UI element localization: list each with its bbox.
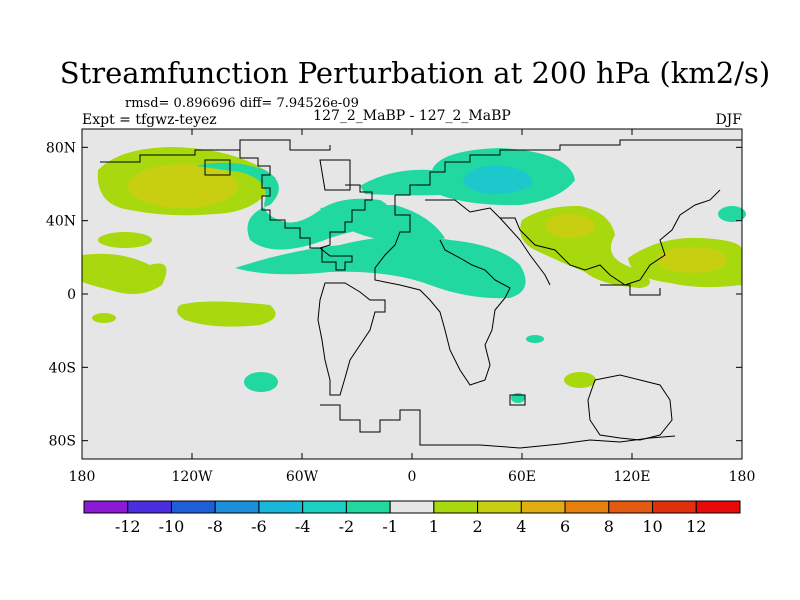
colorbar-swatch — [564, 500, 610, 514]
colorbar-label: 10 — [642, 517, 662, 536]
y-tick-label: 40N — [46, 214, 76, 230]
colorbar-label: -12 — [115, 517, 141, 536]
field-namerica — [196, 162, 392, 250]
coast-eurasia-north — [395, 139, 743, 196]
field-cpac — [98, 232, 152, 248]
colorbar-swatch — [258, 500, 304, 514]
colorbar-swatch — [214, 500, 260, 514]
field-sindian — [564, 372, 596, 388]
map-area: 180 120W 60W 0 60E 120E 180 80N 40N 0 40S 80S — [46, 128, 756, 485]
y-tick-label: 80S — [49, 434, 76, 450]
x-tick-label: 180 — [69, 469, 96, 485]
y-tick-label: 40S — [49, 360, 76, 376]
y-tick-label: 0 — [67, 287, 76, 303]
colorbar-label: 4 — [516, 517, 526, 536]
y-tick-label: 80N — [46, 140, 76, 156]
colorbar-label: 12 — [686, 517, 706, 536]
colorbar-swatch — [345, 500, 391, 514]
coast-namerica — [100, 149, 373, 271]
colorbar-swatch — [477, 500, 522, 514]
coast-arabia — [499, 217, 551, 286]
coast-arctic — [239, 139, 331, 151]
x-tick-label: 120W — [171, 469, 213, 485]
field-siberia-inner — [463, 165, 533, 195]
colorbar-label: -1 — [382, 517, 398, 536]
stats-label: rmsd= 0.896696 diff= 7.94526e-09 — [125, 96, 359, 111]
y-axis: 80N 40N 0 40S 80S — [46, 140, 742, 450]
colorbar-label: 1 — [429, 517, 439, 536]
comparison-label: 127_2_MaBP - 127_2_MaBP — [313, 108, 511, 124]
field-wpac-inner — [657, 247, 727, 273]
colorbar-swatch — [170, 500, 216, 514]
colorbar-swatch — [302, 500, 347, 514]
coast-hudson — [204, 159, 231, 176]
field-satl — [244, 372, 278, 392]
coast-asia-south — [425, 189, 721, 286]
colorbar-swatch — [608, 500, 654, 514]
colorbar-swatch — [433, 500, 479, 514]
colorbar-swatch — [520, 500, 566, 514]
x-tick-label: 0 — [408, 469, 417, 485]
colorbar: -12 -10 -8 -6 -4 -2 -1 1 2 4 6 8 10 12 — [83, 500, 741, 536]
field-casia-inner — [545, 214, 595, 238]
colorbar-label: -8 — [207, 517, 223, 536]
colorbar-swatch — [127, 500, 172, 514]
field-natl — [320, 205, 445, 243]
colorbar-swatch — [652, 500, 697, 514]
coast-africa — [374, 195, 511, 386]
colorbar-label: -4 — [295, 517, 311, 536]
coast-antarctica — [320, 404, 676, 449]
coastlines — [100, 139, 743, 449]
field-spac — [176, 301, 276, 327]
colorbar-label: 2 — [473, 517, 483, 536]
colorbar-label: 6 — [560, 517, 570, 536]
colorbar-label: 8 — [604, 517, 614, 536]
x-tick-label: 180 — [729, 469, 756, 485]
x-axis: 180 120W 60W 0 60E 120E 180 — [69, 129, 756, 485]
experiment-label: Expt = tfgwz-teyez — [82, 112, 217, 128]
x-tick-label: 60W — [286, 469, 319, 485]
field-madagascar — [526, 335, 544, 343]
colorbar-swatch — [695, 500, 741, 514]
coast-greenland — [319, 159, 351, 191]
field-subtropics — [235, 236, 526, 299]
colorbar-label: -10 — [159, 517, 185, 536]
coast-australia — [587, 374, 673, 441]
field-spac-west — [92, 313, 116, 323]
x-tick-label: 60E — [508, 469, 536, 485]
colorbar-label: -6 — [251, 517, 267, 536]
field-npac-inner — [128, 164, 238, 208]
colorbar-swatch — [389, 500, 435, 514]
colorbar-swatch — [83, 500, 129, 514]
field-tpac — [82, 253, 167, 294]
colorbar-label: -2 — [339, 517, 355, 536]
season-label: DJF — [715, 112, 742, 128]
coast-indonesia — [600, 284, 661, 296]
x-tick-label: 120E — [614, 469, 651, 485]
coast-samerica — [317, 282, 386, 396]
anomaly-fields — [82, 147, 746, 403]
chart-title: Streamfunction Perturbation at 200 hPa (… — [60, 56, 770, 90]
field-ne-corner — [718, 206, 746, 222]
coast-island — [509, 394, 526, 406]
